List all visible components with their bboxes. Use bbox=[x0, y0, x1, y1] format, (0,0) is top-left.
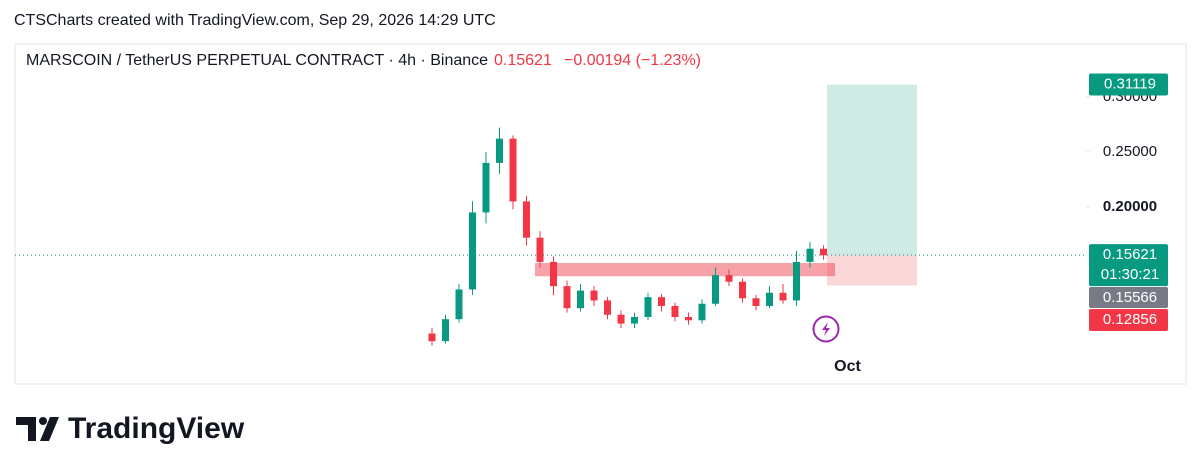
stop-area bbox=[827, 255, 917, 286]
candle-body bbox=[725, 275, 733, 282]
candle-body bbox=[658, 297, 665, 306]
logo: TradingView bbox=[16, 412, 245, 445]
last-price-marker-box bbox=[1089, 244, 1168, 287]
credit: CTSCharts created with TradingView.com, … bbox=[14, 12, 496, 29]
candle-body bbox=[793, 261, 800, 301]
target-marker-box bbox=[1089, 73, 1168, 96]
candle-body bbox=[428, 333, 436, 342]
header-price: 0.15621 bbox=[494, 52, 552, 69]
candle-body bbox=[698, 303, 706, 321]
mark-price-marker-label: 0.15566 bbox=[1103, 289, 1157, 306]
candle-body bbox=[563, 286, 571, 309]
candle-body bbox=[590, 290, 598, 301]
brand: TradingView bbox=[68, 412, 245, 445]
event-icon bbox=[812, 315, 840, 343]
candle-body bbox=[482, 162, 490, 213]
candle-body bbox=[739, 281, 746, 299]
chart-title: MARSCOIN / TetherUS PERPETUAL CONTRACT ·… bbox=[26, 52, 488, 69]
candle-body bbox=[631, 316, 638, 324]
candle-body bbox=[523, 201, 530, 238]
stop-marker-box bbox=[1089, 309, 1168, 331]
x-tick-label: Oct bbox=[834, 358, 861, 375]
mark-price-marker-box bbox=[1089, 287, 1168, 308]
candle-body bbox=[496, 138, 503, 163]
candle-body bbox=[442, 319, 449, 342]
plot: Oct bbox=[15, 84, 1086, 375]
candle-body bbox=[671, 305, 679, 317]
candle-body bbox=[779, 292, 787, 301]
candle-body bbox=[806, 248, 814, 262]
candle-body bbox=[469, 212, 476, 290]
candle-body bbox=[536, 237, 544, 262]
candle-body bbox=[820, 248, 827, 256]
candle-body bbox=[617, 314, 625, 324]
last-price-marker-label: 0.15621 bbox=[1103, 246, 1157, 263]
candle-body bbox=[455, 289, 463, 320]
header-change: −0.00194 (−1.23%) bbox=[564, 52, 701, 69]
candle-body bbox=[712, 275, 719, 304]
stop-marker-label: 0.12856 bbox=[1103, 311, 1157, 328]
candle-body bbox=[752, 298, 760, 306]
candle-body bbox=[550, 261, 557, 287]
y-tick-label: 0.25000 bbox=[1103, 143, 1157, 160]
candle-body bbox=[766, 292, 773, 306]
candle-body bbox=[644, 297, 652, 317]
candle-body bbox=[604, 300, 611, 315]
target-area bbox=[827, 84, 917, 256]
candle-body bbox=[685, 316, 692, 321]
candle-body bbox=[509, 138, 517, 202]
chart-frame bbox=[14, 43, 1187, 385]
zone bbox=[535, 263, 835, 277]
candle-body bbox=[577, 290, 584, 309]
y-tick-label: 0.20000 bbox=[1103, 198, 1157, 215]
price-axis: 0.300000.250000.200000.311190.1562101:30… bbox=[1086, 73, 1168, 331]
target-marker-label: 0.31119 bbox=[1104, 75, 1156, 92]
last-price-marker-countdown: 01:30:21 bbox=[1101, 266, 1159, 283]
